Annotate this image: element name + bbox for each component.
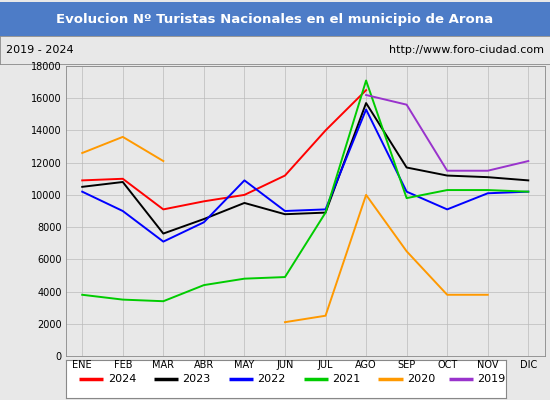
Text: 2019 - 2024: 2019 - 2024 [6, 45, 73, 55]
Text: 2022: 2022 [257, 374, 286, 384]
Text: 2020: 2020 [407, 374, 435, 384]
Text: 2023: 2023 [183, 374, 211, 384]
Text: 2024: 2024 [108, 374, 136, 384]
Text: Evolucion Nº Turistas Nacionales en el municipio de Arona: Evolucion Nº Turistas Nacionales en el m… [57, 12, 493, 26]
Text: 2019: 2019 [477, 374, 505, 384]
Text: http://www.foro-ciudad.com: http://www.foro-ciudad.com [389, 45, 544, 55]
Text: 2021: 2021 [332, 374, 360, 384]
